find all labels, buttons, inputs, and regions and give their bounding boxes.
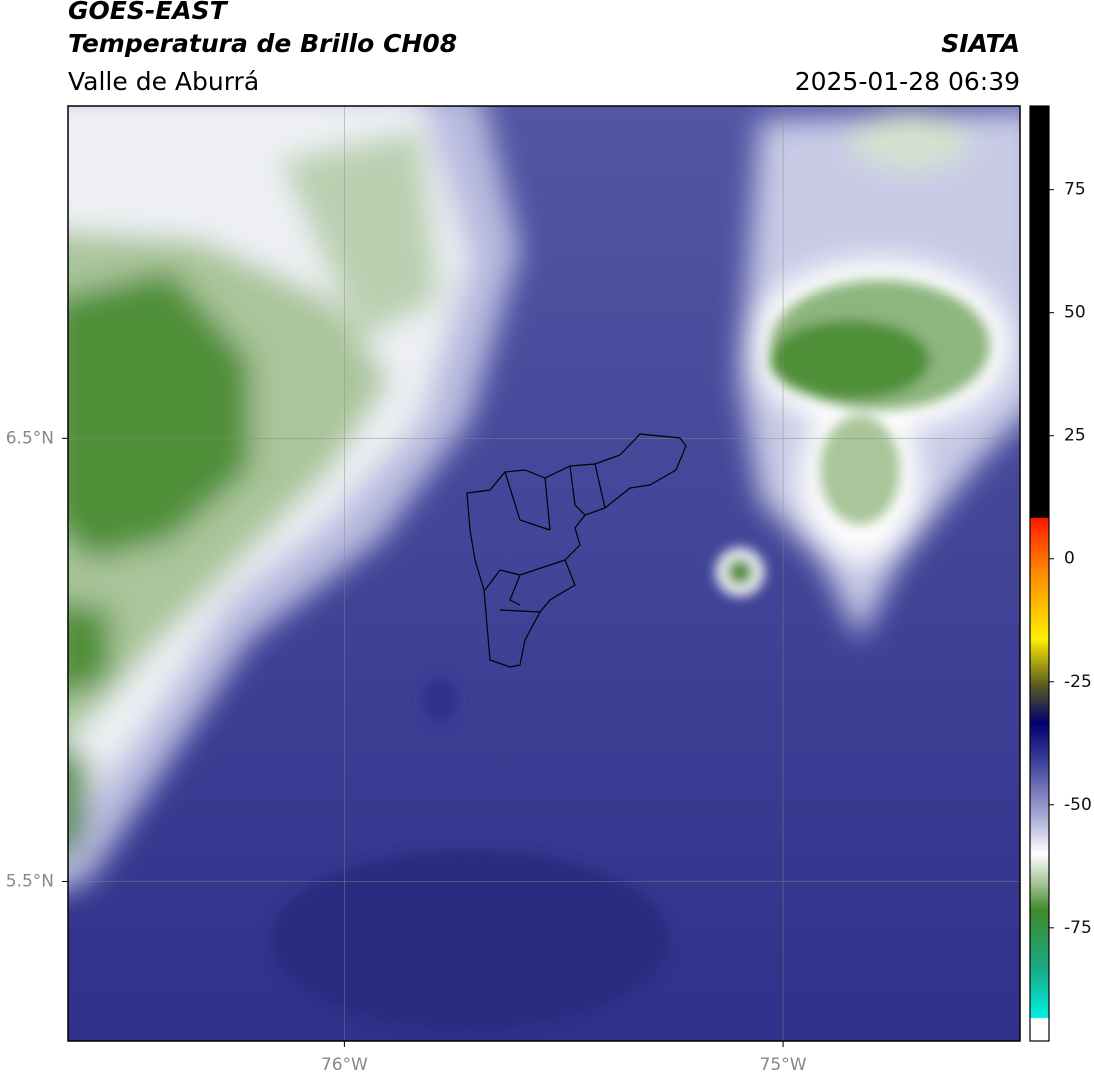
- x-tick-label: 75°W: [760, 1055, 807, 1075]
- colorbar-tick-label: -25: [1064, 672, 1092, 692]
- subtitle: Temperatura de Brillo CH08: [68, 29, 457, 58]
- municipality-outline: [466, 433, 687, 668]
- map-frame: [67, 105, 1021, 1042]
- colorbar-tick-label: -50: [1064, 795, 1092, 815]
- colorbar-tick-label: 50: [1064, 303, 1086, 323]
- y-tick-label: 6.5°N: [6, 428, 54, 448]
- datetime: 2025-01-28 06:39: [795, 67, 1020, 96]
- y-tick-label: 5.5°N: [6, 871, 54, 891]
- x-tick-label: 76°W: [321, 1055, 368, 1075]
- satellite-field: [68, 106, 1020, 1041]
- title: GOES-EAST: [68, 0, 229, 25]
- colorbar-tick-label: 75: [1064, 180, 1086, 200]
- region: Valle de Aburrá: [68, 67, 259, 96]
- colorbar: [1029, 105, 1050, 1042]
- colorbar-tick-label: -75: [1064, 918, 1092, 938]
- source: SIATA: [941, 29, 1020, 58]
- colorbar-tick-label: 0: [1064, 549, 1075, 569]
- colorbar-tick-label: 25: [1064, 426, 1086, 446]
